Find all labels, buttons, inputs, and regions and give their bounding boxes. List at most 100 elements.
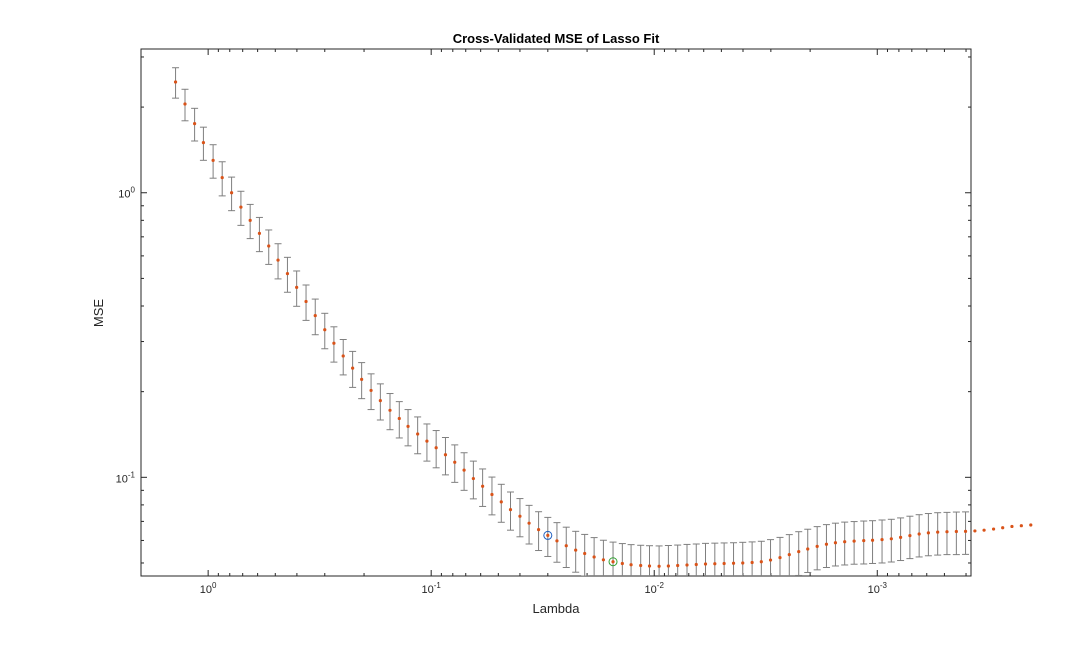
mse-point: [183, 102, 187, 106]
mse-point: [527, 521, 531, 525]
x-tick-base: 10: [200, 584, 212, 596]
mse-point: [443, 453, 448, 457]
mse-point: [555, 539, 559, 543]
mse-point: [806, 547, 810, 551]
mse-point: [862, 539, 866, 543]
mse-point: [592, 555, 596, 559]
mse-point: [629, 563, 633, 567]
mse-point: [991, 527, 996, 531]
y-axis-label: MSE: [91, 299, 106, 328]
mse-point: [481, 484, 485, 488]
mse-point: [815, 544, 819, 548]
mse-point: [601, 558, 606, 562]
x-tick-base: 10: [421, 584, 433, 596]
axes-frame: [140, 48, 972, 577]
mse-point: [229, 191, 234, 195]
mse-point: [490, 492, 494, 497]
mse-point: [583, 551, 587, 556]
mse-point: [518, 514, 522, 518]
mse-point: [564, 544, 568, 548]
mse-point: [833, 541, 838, 545]
mse-point: [611, 560, 615, 564]
mse-point: [388, 408, 392, 412]
mse-point: [574, 548, 578, 552]
mse-point: [425, 439, 429, 443]
mse-point: [759, 560, 763, 564]
mse-point: [332, 341, 336, 345]
y-tick-exponent: -1: [128, 470, 136, 479]
mse-point: [248, 218, 252, 222]
mse-point: [323, 328, 327, 332]
mse-point: [741, 561, 745, 565]
mse-point: [295, 285, 299, 289]
mse-point: [369, 388, 373, 393]
mse-point: [397, 416, 401, 421]
mse-point: [462, 468, 466, 472]
mse-point: [889, 537, 893, 541]
mse-point: [499, 500, 503, 504]
mse-point: [945, 530, 949, 534]
mse-point: [936, 530, 940, 534]
mse-point: [778, 556, 782, 560]
mse-point: [787, 553, 791, 557]
error-bars: [172, 67, 970, 576]
mse-point: [546, 533, 550, 538]
mse-point: [304, 299, 308, 304]
highlight-markers: [543, 530, 618, 567]
y-tick-label: 100: [118, 186, 135, 201]
mse-point: [416, 432, 420, 436]
mse-point: [926, 531, 930, 535]
mse-point: [898, 535, 903, 539]
mse-point: [1029, 523, 1033, 527]
data-points: [173, 80, 1033, 568]
mse-point: [657, 564, 661, 568]
mse-point: [954, 529, 958, 534]
mse-point: [378, 399, 382, 403]
mse-point: [508, 508, 513, 512]
mse-point: [406, 424, 410, 428]
mse-point: [870, 538, 875, 542]
mse-point: [676, 563, 680, 568]
x-tick-base: 10: [868, 584, 880, 596]
mse-point: [973, 529, 977, 533]
mse-point: [360, 377, 364, 381]
mse-point: [257, 231, 262, 235]
mse-point: [201, 141, 206, 145]
x-tick-exponent: -2: [657, 581, 665, 590]
mse-point: [434, 446, 438, 450]
y-tick-exponent: 0: [131, 186, 136, 195]
mse-point: [453, 460, 457, 464]
mse-point: [276, 258, 280, 262]
mse-point: [1010, 524, 1014, 529]
mse-point: [852, 539, 856, 543]
mse-point: [768, 558, 773, 562]
mse-point: [341, 354, 345, 358]
mse-point: [173, 80, 178, 84]
mse-point: [220, 176, 224, 180]
mse-point: [639, 563, 643, 568]
mse-point: [1001, 526, 1005, 530]
mse-point: [908, 533, 912, 538]
mse-point: [731, 561, 736, 565]
mse-point: [685, 563, 689, 567]
x-tick-label: 10-1: [421, 581, 441, 596]
mse-point: [843, 540, 847, 544]
x-tick-label: 10-3: [868, 581, 888, 596]
mse-point: [824, 542, 829, 546]
x-tick-exponent: 0: [212, 581, 217, 590]
chart-title: Cross-Validated MSE of Lasso Fit: [453, 31, 660, 46]
mse-point: [917, 532, 921, 536]
mse-point: [666, 564, 670, 568]
y-tick-base: 10: [118, 189, 130, 201]
mse-point: [313, 314, 317, 318]
one-se-marker: [543, 530, 553, 540]
x-tick-label: 100: [200, 581, 217, 596]
mse-point: [239, 205, 243, 209]
mse-point: [620, 561, 624, 566]
mse-point: [536, 528, 541, 532]
mse-point: [722, 561, 726, 566]
x-tick-exponent: -3: [880, 581, 888, 590]
axes-box: [140, 48, 972, 577]
mse-point: [694, 562, 698, 567]
